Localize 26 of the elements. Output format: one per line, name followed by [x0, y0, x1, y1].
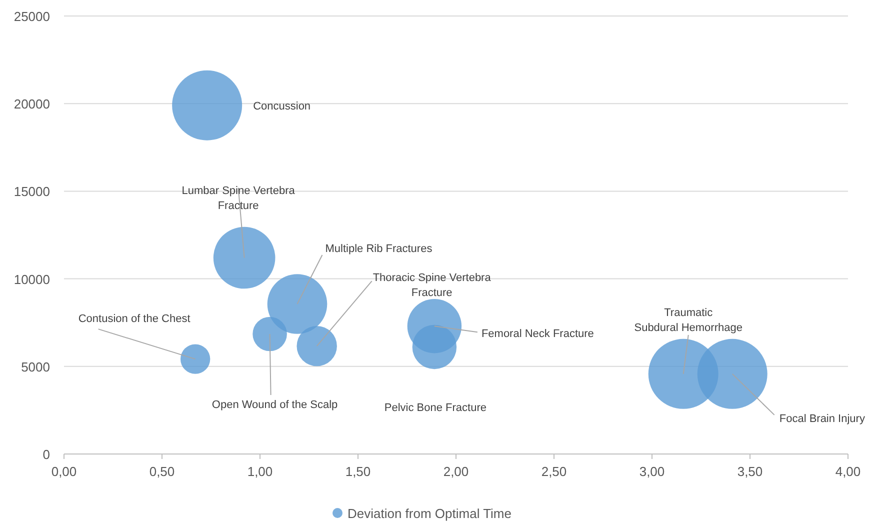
x-tick-label: 1,50: [345, 464, 371, 479]
x-tick-label: 4,00: [835, 464, 861, 479]
y-tick-label: 20000: [14, 96, 50, 112]
annotation: Concussion: [253, 100, 311, 112]
annotation: Pelvic Bone Fracture: [384, 402, 486, 414]
annotation: Focal Brain Injury: [779, 412, 866, 425]
annotation: Multiple Rib Fractures: [325, 243, 433, 256]
annotation: Lumbar Spine Vertebra Fracture: [182, 184, 296, 212]
y-tick-label: 0: [42, 447, 50, 462]
x-tick-label: 3,00: [639, 464, 665, 479]
annotation: Femoral Neck Fracture: [481, 328, 594, 340]
annotation: Open Wound of the Scalp: [212, 398, 338, 411]
annotation: Thoracic Spine Vertebra Fracture: [372, 272, 492, 300]
x-tick-label: 2,00: [443, 464, 469, 479]
x-tick-label: 1,00: [247, 464, 273, 479]
x-tick-label: 0,50: [149, 464, 175, 479]
x-tick-label: 0,00: [51, 464, 77, 479]
annotation: Contusion of the Chest: [78, 313, 190, 326]
legend-label: Deviation from Optimal Time: [348, 506, 512, 521]
y-tick-label: 10000: [14, 272, 50, 287]
y-tick-label: 25000: [14, 9, 50, 24]
y-tick-label: 15000: [14, 184, 50, 200]
y-tick-label: 5000: [21, 359, 50, 374]
x-tick-label: 3,50: [737, 464, 763, 479]
x-tick-label: 2,50: [541, 464, 567, 479]
annotation: Traumatic Subdural Hemorrhage: [634, 306, 742, 334]
